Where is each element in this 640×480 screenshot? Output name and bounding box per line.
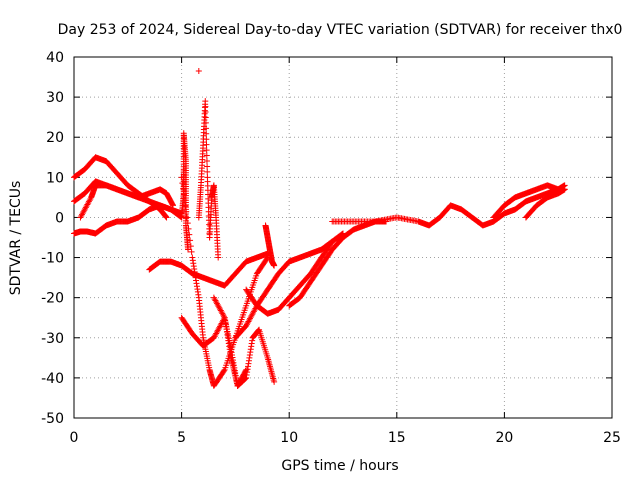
chart-title: Day 253 of 2024, Sidereal Day-to-day VTE… xyxy=(58,22,623,38)
data-point xyxy=(202,98,209,105)
data-point xyxy=(203,152,210,159)
series-spike-5 xyxy=(178,130,192,253)
x-tick-label: 15 xyxy=(388,430,406,446)
data-point xyxy=(203,147,210,154)
data-point xyxy=(163,214,170,221)
x-tick-label: 20 xyxy=(495,430,513,446)
data-point xyxy=(202,119,209,126)
data-point xyxy=(203,158,210,165)
y-tick-label: -40 xyxy=(41,371,64,387)
data-point xyxy=(195,68,202,75)
series-arc-k xyxy=(329,182,568,229)
x-tick-label: 25 xyxy=(603,430,621,446)
data-point xyxy=(203,136,210,143)
y-axis-title: SDTVAR / TECUs xyxy=(8,181,24,296)
series-arc-j xyxy=(286,218,390,309)
data-point xyxy=(561,186,568,193)
x-tick-label: 5 xyxy=(177,430,186,446)
y-tick-labels: -50 -40 -30 -20 -10 0 10 20 30 40 xyxy=(41,50,64,427)
y-tick-label: -50 xyxy=(41,411,64,427)
series-arc-e xyxy=(146,250,271,289)
series-arc-g xyxy=(210,294,278,389)
series-spike-9 xyxy=(262,222,278,269)
y-tick-label: 10 xyxy=(46,170,64,186)
series-spike-6 xyxy=(195,98,213,241)
series-arc-i xyxy=(243,230,346,317)
grid-lines xyxy=(74,57,612,418)
data-points xyxy=(71,68,568,389)
x-tick-labels: 0 5 10 15 20 25 xyxy=(70,430,621,446)
data-point xyxy=(169,202,176,209)
x-tick-label: 0 xyxy=(70,430,79,446)
data-point xyxy=(220,368,227,375)
series-arc-m xyxy=(522,186,568,221)
data-point xyxy=(204,163,211,170)
data-point xyxy=(271,378,278,385)
x-tick-label: 10 xyxy=(280,430,298,446)
y-tick-label: -10 xyxy=(41,251,64,267)
data-point xyxy=(220,313,227,320)
data-point xyxy=(203,141,210,148)
series-arc-h xyxy=(232,238,336,341)
data-point xyxy=(183,214,190,221)
data-point xyxy=(271,262,278,269)
data-point xyxy=(185,246,192,253)
axis-ticks xyxy=(73,56,613,419)
data-point xyxy=(202,109,209,116)
y-tick-label: -30 xyxy=(41,331,64,347)
y-tick-label: -20 xyxy=(41,291,64,307)
data-point xyxy=(202,103,209,110)
data-point xyxy=(241,376,248,383)
y-tick-label: 40 xyxy=(46,50,64,66)
series-outlier xyxy=(195,68,202,75)
y-tick-label: 0 xyxy=(55,210,64,226)
x-axis-title: GPS time / hours xyxy=(281,458,398,474)
plot-frame xyxy=(73,56,613,419)
series-spike-65 xyxy=(206,182,222,261)
data-point xyxy=(203,125,210,132)
data-point xyxy=(204,168,211,175)
data-point xyxy=(215,254,222,261)
series-arc-d xyxy=(77,182,176,221)
data-point xyxy=(242,375,249,382)
y-tick-label: 30 xyxy=(46,90,64,106)
data-point xyxy=(203,130,210,137)
series-arc-n xyxy=(178,174,271,389)
data-point xyxy=(188,248,195,255)
data-point xyxy=(202,114,209,121)
y-tick-label: 20 xyxy=(46,130,64,146)
